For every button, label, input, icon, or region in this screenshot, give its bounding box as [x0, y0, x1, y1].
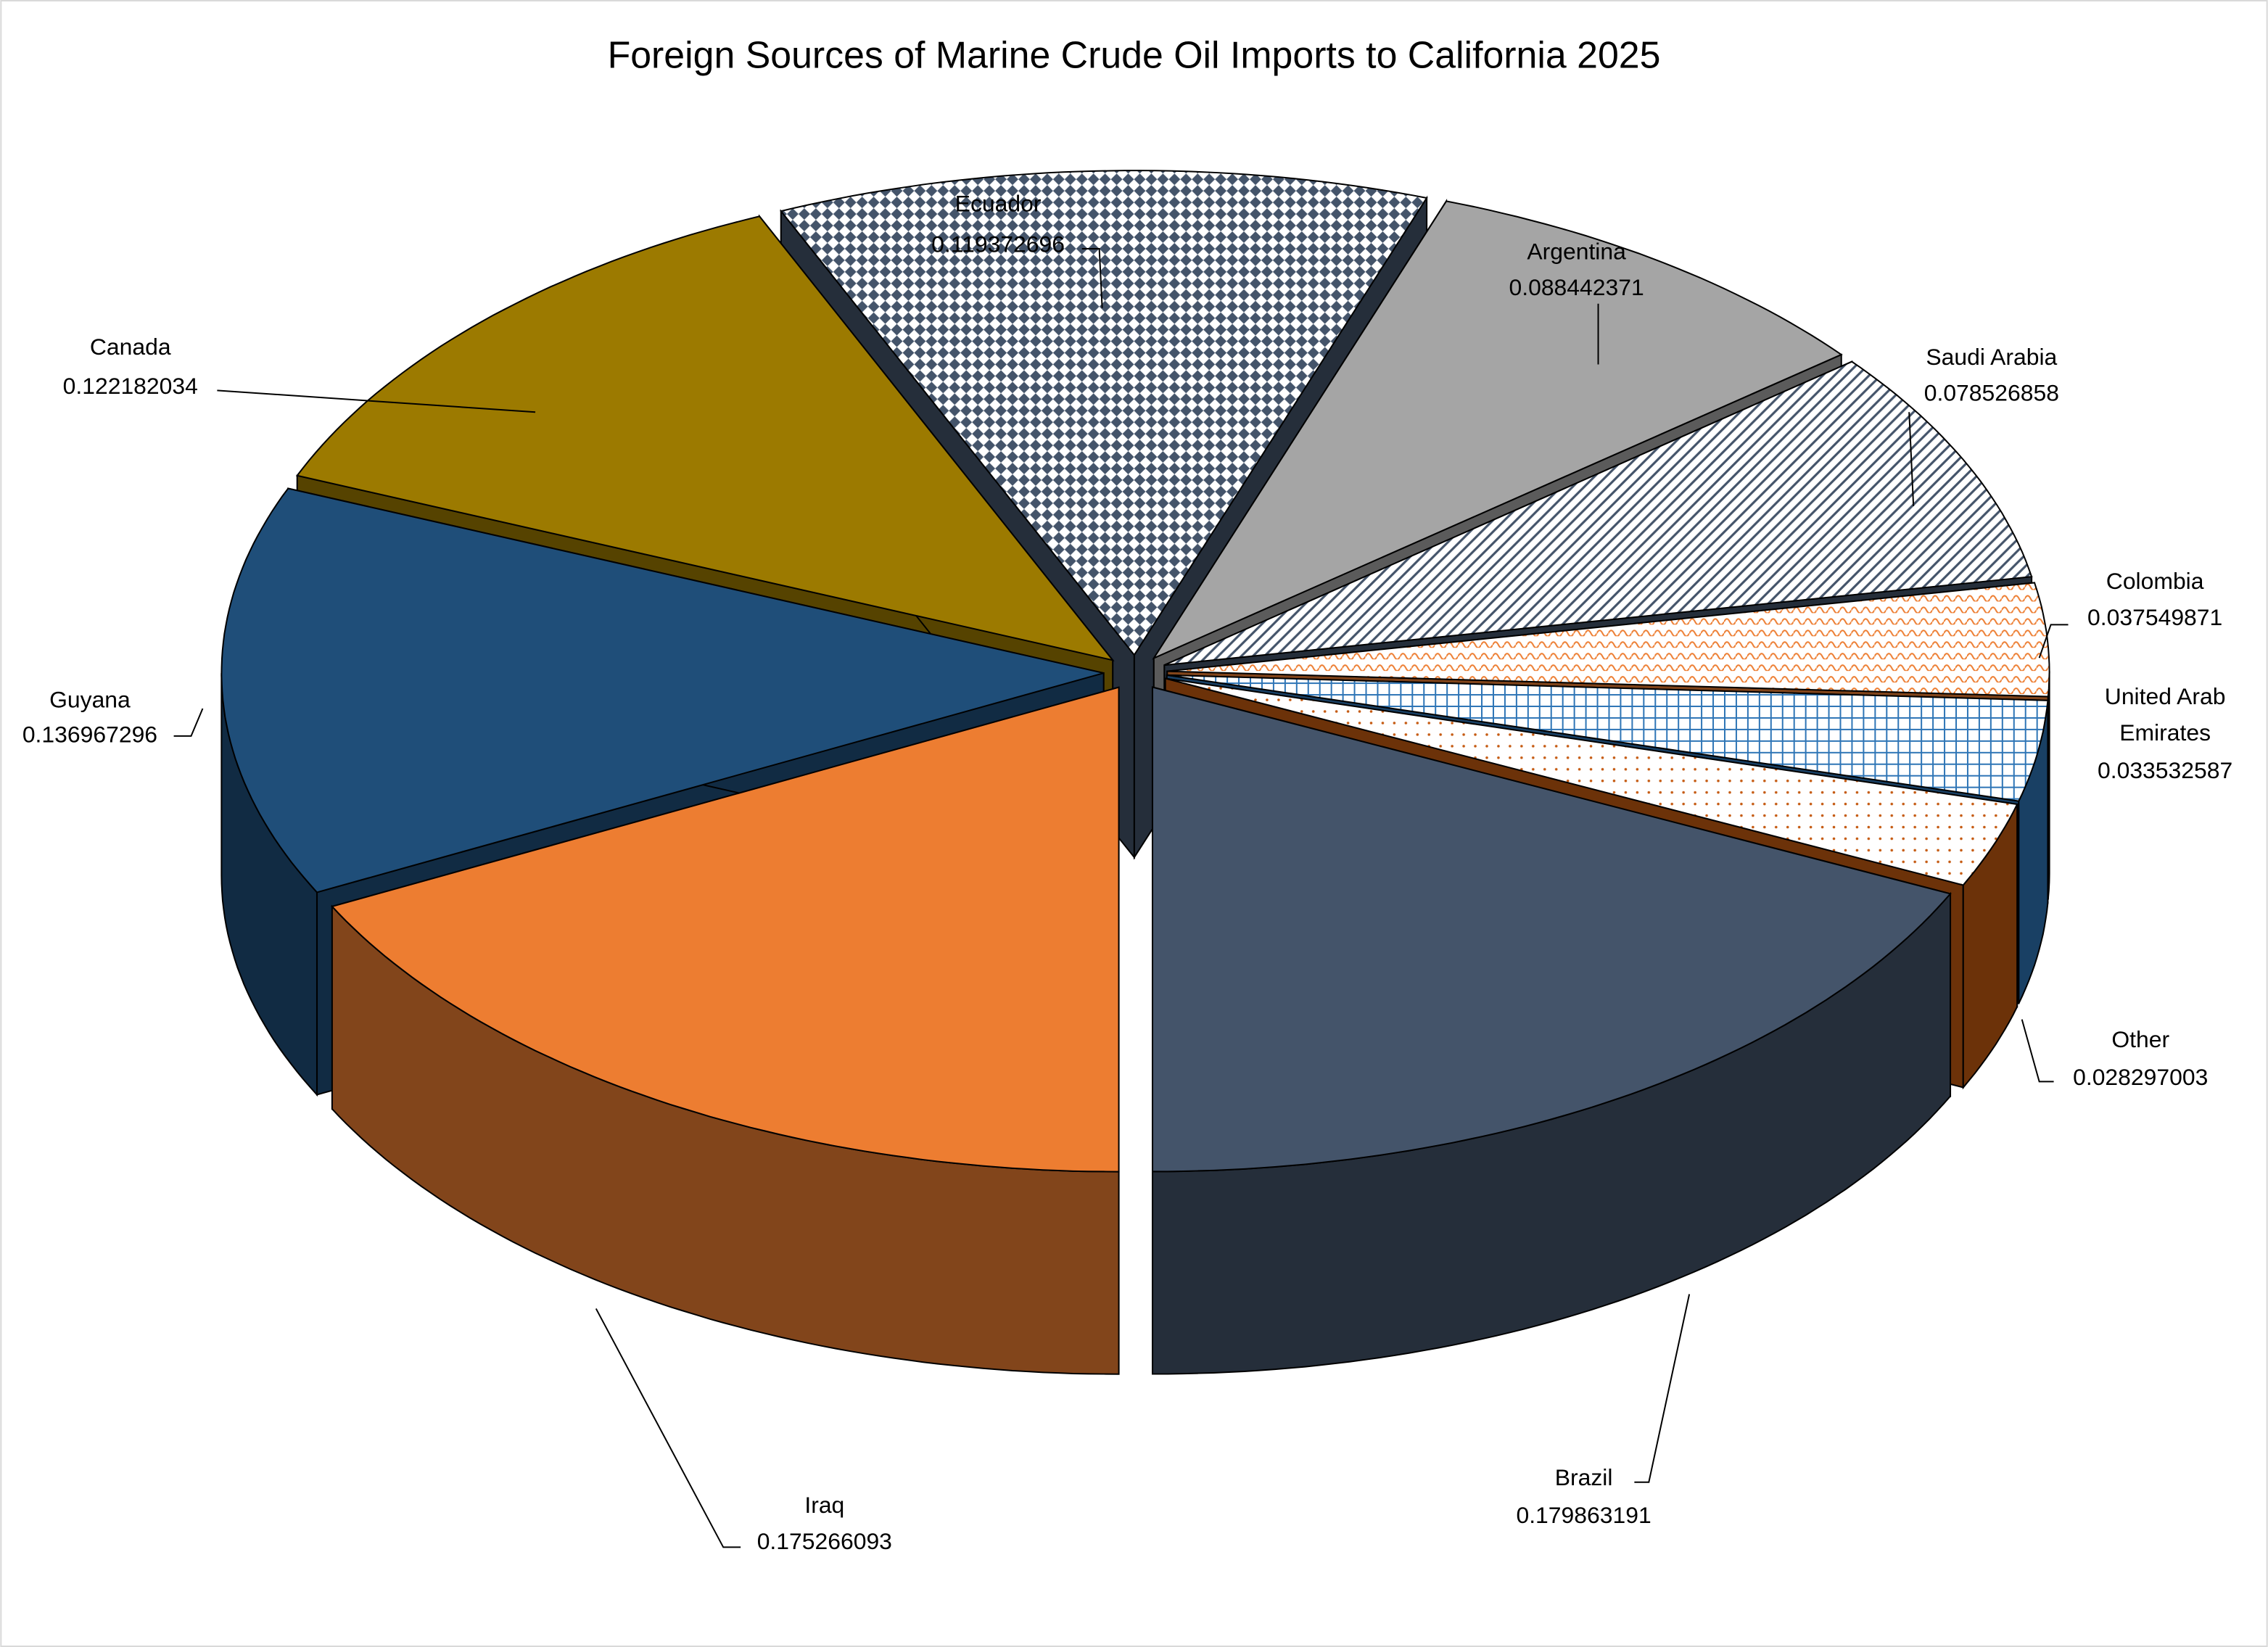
data-label-name: Brazil: [1555, 1464, 1613, 1490]
data-label: 0.088442371: [1509, 274, 1644, 300]
slice: [1167, 582, 2050, 698]
data-label: 0.037549871: [2087, 604, 2222, 630]
leader-line: [2021, 1019, 2054, 1083]
slice: [1151, 686, 1952, 1173]
slice: [331, 686, 1120, 1173]
data-label: 0.033532587: [2098, 757, 2232, 783]
data-label-name: Iraq: [804, 1492, 844, 1518]
leader-line: [1634, 1294, 1691, 1483]
data-label: 0.175266093: [757, 1528, 892, 1554]
leader-line: [595, 1308, 741, 1548]
data-label-name: Canada: [90, 334, 171, 360]
data-label: 0.028297003: [2073, 1064, 2208, 1090]
slice: [220, 487, 1104, 893]
slice: [295, 215, 1115, 661]
leader-line: [1081, 247, 1103, 308]
chart-title: Foreign Sources of Marine Crude Oil Impo…: [608, 33, 1661, 75]
data-label: 0.136967296: [22, 721, 157, 747]
data-label-name: United Arab Emirates: [2105, 683, 2226, 746]
data-label-name: Ecuador: [955, 191, 1042, 217]
data-label: 0.122182034: [63, 373, 198, 399]
data-label-name: Other: [2111, 1026, 2169, 1052]
data-label-name: Saudi Arabia: [1926, 344, 2057, 370]
labels: Brazil 0.179863191 Iraq 0.175266093 Guyana 0.…: [22, 191, 2232, 1554]
slice: [780, 170, 1428, 656]
data-label: 0.179863191: [1516, 1502, 1651, 1528]
leader-line: [173, 708, 204, 737]
data-label-name: Guyana: [49, 686, 131, 712]
leader-line: [217, 389, 536, 413]
data-label-name: Argentina: [1527, 238, 1626, 264]
slice: [1165, 677, 2018, 886]
slice: [1152, 200, 1843, 660]
data-label-name: Colombia: [2106, 568, 2204, 594]
slice: [1163, 360, 2033, 666]
data-label: 0.119372696: [931, 231, 1065, 257]
leader-line: [1908, 412, 1915, 506]
leader-line: [2038, 624, 2069, 659]
data-label: 0.078526858: [1924, 380, 2059, 406]
pie: [220, 170, 2050, 1375]
slice: [1166, 674, 2049, 802]
